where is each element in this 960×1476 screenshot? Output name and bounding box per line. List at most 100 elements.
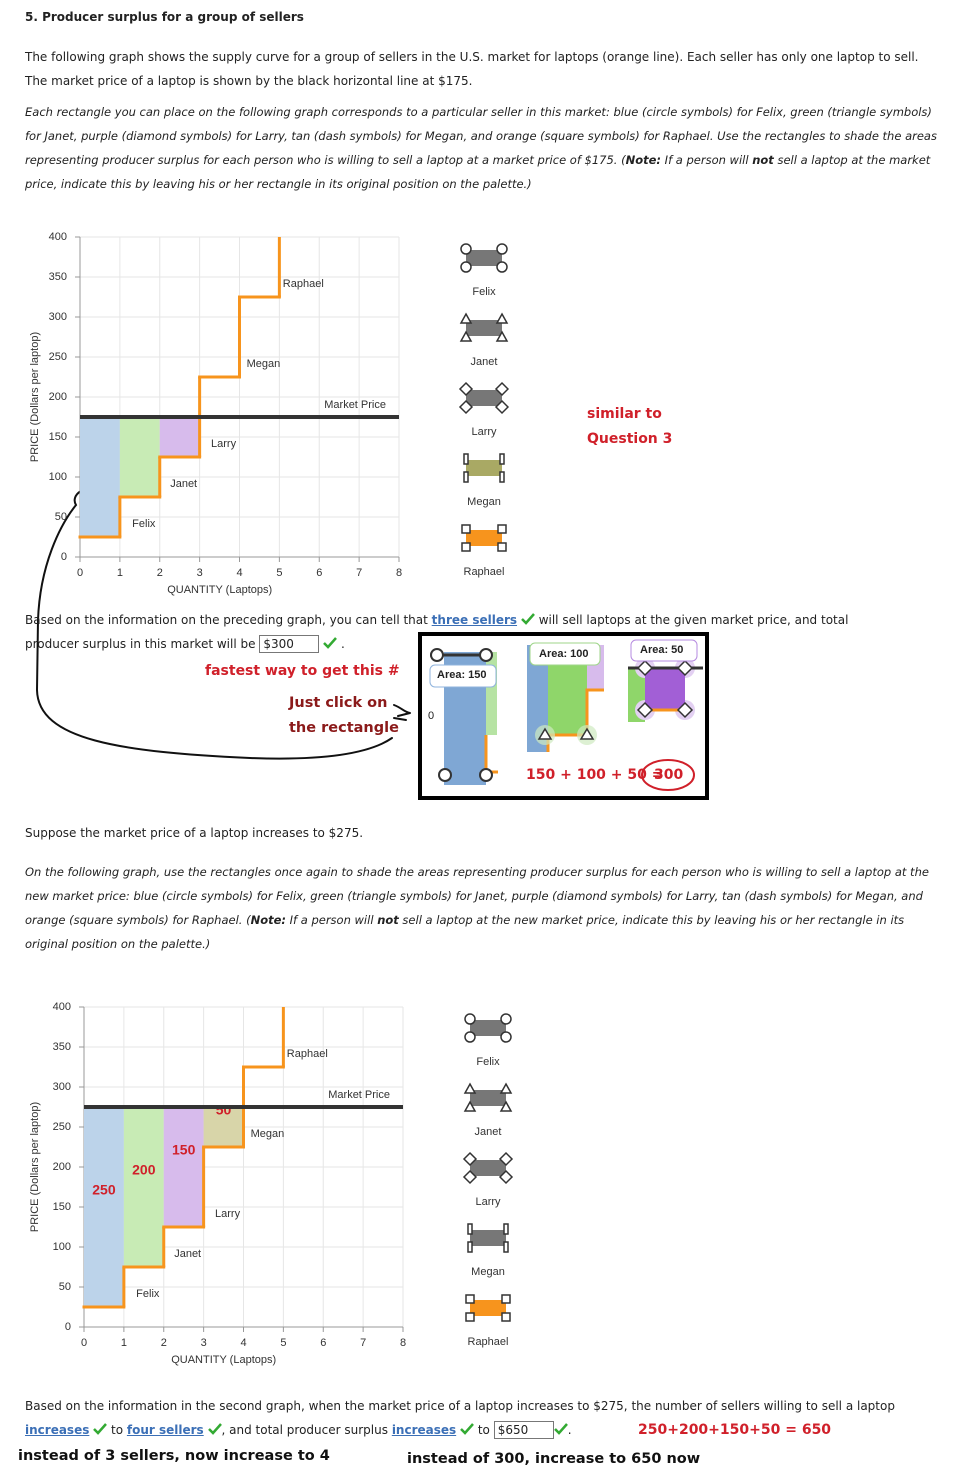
dropdown[interactable]: three sellers — [431, 613, 518, 627]
palette-handle — [465, 1312, 475, 1322]
inset-sum: 150 + 100 + 50 = — [526, 767, 664, 783]
palette-rect[interactable] — [470, 1090, 506, 1106]
palette-label: Larry — [475, 1196, 501, 1208]
x-tick-label: 4 — [236, 567, 242, 579]
y-tick-label: 100 — [53, 1241, 71, 1253]
palette-label: Janet — [475, 1126, 502, 1138]
x-tick-label: 7 — [356, 567, 362, 579]
text: not — [752, 153, 774, 167]
surplus-rect — [84, 1107, 124, 1307]
palette-handle — [463, 471, 469, 483]
palette-label: Megan — [467, 496, 501, 508]
palette-handle — [497, 524, 507, 534]
y-tick-label: 400 — [53, 1001, 71, 1013]
palette-handle — [497, 542, 507, 552]
y-tick-label: 250 — [53, 1121, 71, 1133]
palette-handle — [496, 261, 508, 273]
palette-rect[interactable] — [466, 390, 502, 406]
inset-handle — [579, 727, 595, 740]
text: Based on the information in the second g… — [25, 1399, 895, 1413]
check-icon — [207, 1423, 222, 1435]
y-axis-title: PRICE (Dollars per laptop) — [29, 1102, 41, 1232]
palette-handle — [503, 1241, 509, 1253]
y-tick-label: 250 — [49, 351, 67, 363]
instructions: Each rectangle you can place on the foll… — [25, 100, 940, 196]
palette-handle — [501, 1312, 511, 1322]
inset-blue-rect — [527, 645, 548, 752]
palette-handle — [464, 1013, 476, 1025]
surplus-rect — [159, 417, 200, 457]
annotation: fastest way to get this # — [205, 663, 400, 679]
palette-handle — [465, 1294, 475, 1304]
palette-label: Larry — [471, 426, 497, 438]
palette-handle — [499, 453, 505, 465]
check-icon — [323, 637, 338, 649]
check-icon — [520, 613, 535, 625]
y-tick-label: 300 — [49, 311, 67, 323]
text: not — [377, 913, 399, 927]
palette-handle — [463, 1082, 477, 1094]
dropdown[interactable]: four sellers — [126, 1423, 204, 1437]
inset-handle — [537, 727, 553, 740]
palette-handle — [498, 1169, 514, 1185]
annotation: instead of 300, increase to 650 now — [407, 1451, 701, 1467]
inset-handle — [479, 648, 493, 662]
palette-rect[interactable] — [470, 1230, 506, 1246]
x-tick-label: 2 — [161, 1337, 167, 1349]
palette-handle — [500, 1031, 512, 1043]
palette-handle — [495, 312, 509, 324]
dropdown[interactable]: increases — [391, 1423, 457, 1437]
x-tick-label: 4 — [240, 1337, 246, 1349]
palette-rect[interactable] — [470, 1160, 506, 1176]
seller-label: Larry — [211, 438, 237, 450]
palette-rect[interactable] — [466, 250, 502, 266]
palette-handle — [463, 453, 469, 465]
surplus-rect — [163, 1107, 204, 1227]
text: Based on the information on the precedin… — [25, 613, 428, 627]
x-tick-label: 8 — [396, 567, 402, 579]
palette-handle — [460, 243, 472, 255]
inset — [418, 632, 709, 800]
annotation: Just click on — [289, 695, 388, 711]
annotation: instead of 3 sellers, now increase to 4 — [18, 1448, 330, 1464]
market-price-label: Market Price — [324, 399, 386, 411]
x-tick-label: 5 — [276, 567, 282, 579]
x-tick-label: 8 — [400, 1337, 406, 1349]
text: , and total producer surplus — [221, 1423, 388, 1437]
surplus-rect — [123, 1107, 164, 1267]
palette-rect[interactable] — [466, 460, 502, 476]
seller-label: Raphael — [287, 1048, 328, 1060]
inset-total: 300 — [654, 767, 684, 783]
palette-label: Felix — [472, 286, 496, 298]
dropdown[interactable]: increases — [25, 1423, 90, 1437]
y-tick-label: 50 — [55, 511, 67, 523]
title: 5. Producer surplus for a group of selle… — [25, 10, 304, 24]
check-icon — [553, 1423, 568, 1435]
palette-rect[interactable] — [470, 1020, 506, 1036]
input[interactable]: $650 — [493, 1421, 554, 1439]
input[interactable]: $300 — [259, 635, 320, 653]
surplus-rect — [203, 1107, 244, 1147]
text: On the following graph, use the rectangl… — [25, 865, 929, 927]
palette-rect[interactable] — [466, 320, 502, 336]
y-tick-label: 0 — [65, 1321, 71, 1333]
annotation: Question 3 — [587, 431, 673, 447]
answer: Based on the information in the second g… — [25, 1394, 945, 1442]
y-tick-label: 150 — [49, 431, 67, 443]
chart: 0 50 100 150 200 250 300 350 400 0 1 2 3 4 5 6 7 8 QUANTIT… — [29, 1001, 514, 1366]
check-icon — [460, 1423, 474, 1435]
y-tick-label: 200 — [49, 391, 67, 403]
palette-rect[interactable] — [470, 1300, 506, 1316]
palette-label: Felix — [476, 1056, 500, 1068]
annotation: similar to — [587, 406, 662, 422]
text: Note: — [625, 153, 662, 167]
text: If a person will — [661, 153, 753, 167]
text: Each rectangle you can place on the foll… — [25, 105, 937, 167]
annotation: 250+200+150+50 = 650 — [638, 1422, 832, 1438]
market-price-label: Market Price — [328, 1089, 390, 1101]
area-bubble — [630, 639, 698, 662]
palette-rect[interactable] — [466, 530, 502, 546]
palette-handle — [463, 1100, 477, 1112]
palette-handle — [459, 312, 473, 324]
